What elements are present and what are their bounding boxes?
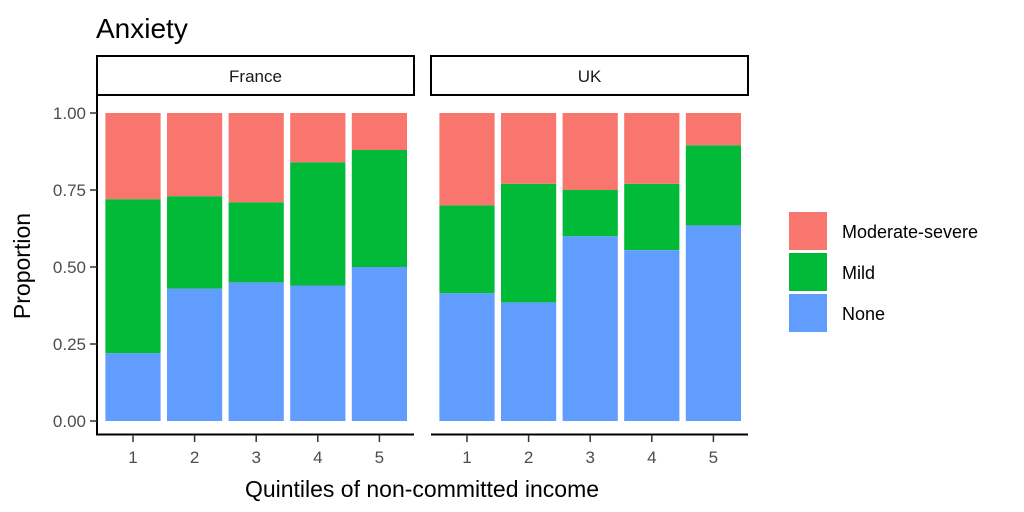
bar-uk-q1-none bbox=[439, 293, 495, 421]
bar-france-q2-moderate-severe bbox=[167, 113, 223, 197]
bar-uk-q1-moderate-severe bbox=[439, 113, 495, 206]
bar-uk-q4-none bbox=[624, 250, 680, 421]
bar-france-q5-moderate-severe bbox=[351, 113, 407, 150]
x-tick-label: 3 bbox=[585, 448, 594, 467]
bar-uk-q1-mild bbox=[439, 205, 495, 294]
bar-france-q2-none bbox=[167, 288, 223, 421]
legend-key-none bbox=[789, 294, 827, 332]
legend-label-none: None bbox=[842, 304, 885, 324]
x-tick-label: 3 bbox=[251, 448, 260, 467]
bar-france-q1-moderate-severe bbox=[105, 113, 161, 200]
panel-uk: UK 1 2 3 4 5 bbox=[430, 55, 749, 467]
bar-france-q4-none bbox=[290, 285, 346, 421]
bar-uk-q3-mild bbox=[562, 190, 618, 237]
x-ticks-uk: 1 2 3 4 5 bbox=[462, 435, 718, 467]
x-tick-label: 2 bbox=[190, 448, 199, 467]
x-tick-label: 2 bbox=[524, 448, 533, 467]
bar-uk-q5-none bbox=[685, 225, 741, 421]
bar-uk-q2-mild bbox=[501, 183, 557, 303]
x-ticks-france: 1 2 3 4 5 bbox=[128, 435, 384, 467]
legend-label-mild: Mild bbox=[842, 263, 875, 283]
bar-france-q4-moderate-severe bbox=[290, 113, 346, 163]
bar-france-q5-mild bbox=[351, 150, 407, 267]
bar-france-q1-mild bbox=[105, 199, 161, 354]
y-tick-label: 0.00 bbox=[53, 412, 86, 431]
bar-uk-q2-none bbox=[501, 302, 557, 421]
x-tick-label: 1 bbox=[462, 448, 471, 467]
bar-france-q3-none bbox=[228, 282, 284, 421]
bar-uk-q3-moderate-severe bbox=[562, 113, 618, 190]
x-tick-label: 5 bbox=[709, 448, 718, 467]
strip-france-box bbox=[96, 55, 415, 96]
y-tick-label: 0.25 bbox=[53, 335, 86, 354]
legend-key-moderate bbox=[789, 212, 827, 250]
bar-france-q4-mild bbox=[290, 162, 346, 286]
bar-uk-q4-moderate-severe bbox=[624, 113, 680, 184]
chart-title: Anxiety bbox=[96, 13, 188, 44]
bar-uk-q5-moderate-severe bbox=[685, 113, 741, 146]
bars-uk bbox=[439, 113, 741, 421]
panel-france: France 1 2 3 4 5 bbox=[96, 55, 415, 467]
bar-france-q3-moderate-severe bbox=[228, 113, 284, 203]
x-tick-label: 4 bbox=[313, 448, 322, 467]
bar-france-q5-none bbox=[351, 267, 407, 421]
legend: Moderate-severe Mild None bbox=[789, 212, 978, 332]
y-tick-label: 0.75 bbox=[53, 181, 86, 200]
y-ticks: 0.00 0.25 0.50 0.75 1.00 bbox=[53, 104, 97, 431]
x-tick-label: 4 bbox=[647, 448, 656, 467]
y-axis-title: Proportion bbox=[9, 213, 35, 319]
y-tick-label: 0.50 bbox=[53, 258, 86, 277]
bar-france-q2-mild bbox=[167, 196, 223, 289]
legend-label-moderate: Moderate-severe bbox=[842, 222, 978, 242]
x-tick-label: 1 bbox=[128, 448, 137, 467]
bar-france-q1-none bbox=[105, 353, 161, 421]
bar-uk-q5-mild bbox=[685, 145, 741, 226]
bar-uk-q2-moderate-severe bbox=[501, 113, 557, 184]
y-tick-label: 1.00 bbox=[53, 104, 86, 123]
x-axis-title: Quintiles of non-committed income bbox=[245, 476, 599, 502]
legend-key-mild bbox=[789, 253, 827, 291]
bar-france-q3-mild bbox=[228, 202, 284, 283]
bar-uk-q3-none bbox=[562, 236, 618, 421]
x-tick-label: 5 bbox=[375, 448, 384, 467]
strip-uk-box bbox=[430, 55, 749, 96]
strip-france-label: France bbox=[229, 67, 282, 86]
strip-uk-label: UK bbox=[578, 67, 602, 86]
bar-uk-q4-mild bbox=[624, 183, 680, 250]
bars-france bbox=[105, 113, 407, 421]
